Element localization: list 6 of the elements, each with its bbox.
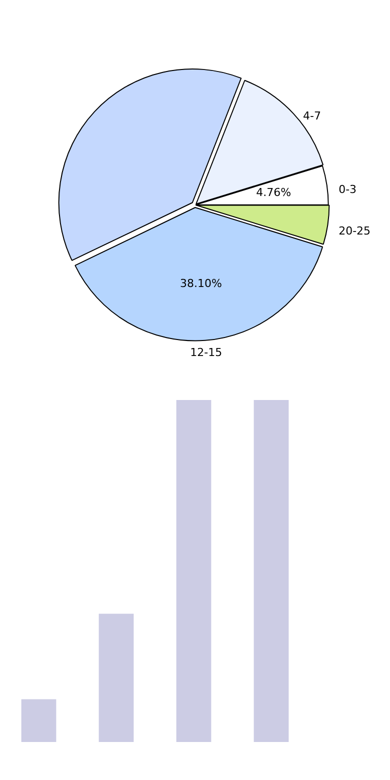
data-label: 4.76%	[256, 186, 292, 200]
slice-label: 12-15	[190, 346, 222, 359]
data-label: 38.10%	[180, 277, 222, 290]
slice-label: 20-25	[338, 224, 371, 238]
slice-label: 4-7	[303, 109, 321, 122]
slice-label: 0-3	[338, 183, 357, 196]
